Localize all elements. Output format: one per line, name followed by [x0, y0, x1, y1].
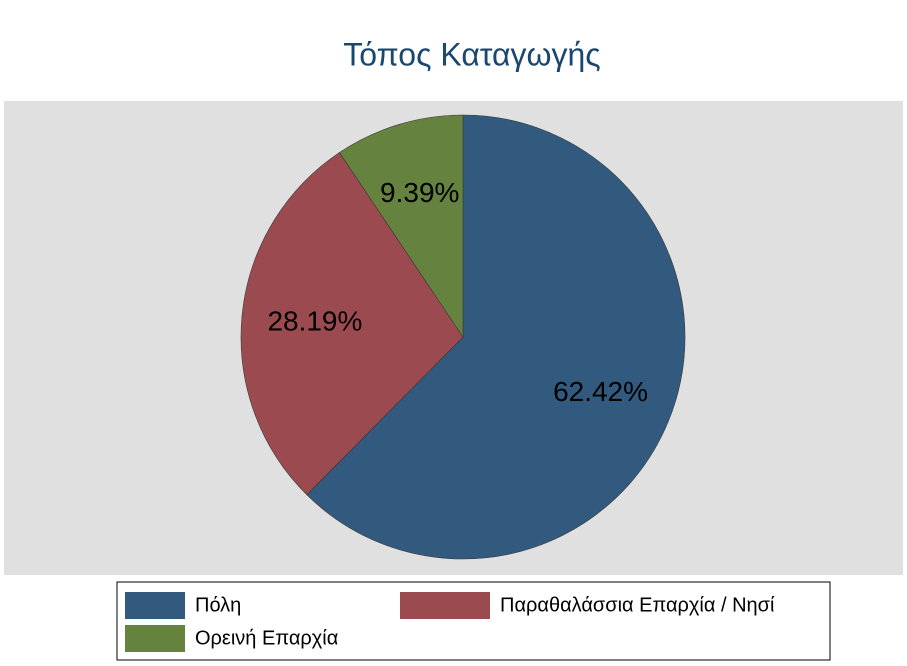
legend-label: Ορεινή Επαρχία [195, 627, 338, 649]
chart-title: Τόπος Καταγωγής [343, 36, 600, 72]
legend-swatch [125, 592, 185, 619]
legend-swatch [400, 592, 490, 619]
legend-swatch [125, 625, 185, 652]
data-label: 28.19% [267, 305, 362, 336]
legend-label: Παραθαλάσσια Επαρχία / Νησί [500, 594, 775, 616]
pie-slice [240, 152, 464, 496]
pie-slice [306, 114, 686, 560]
pie-slice [339, 114, 464, 338]
data-label: 9.39% [380, 177, 459, 208]
data-label: 62.42% [553, 376, 648, 407]
legend-label: Πόλη [195, 594, 241, 616]
